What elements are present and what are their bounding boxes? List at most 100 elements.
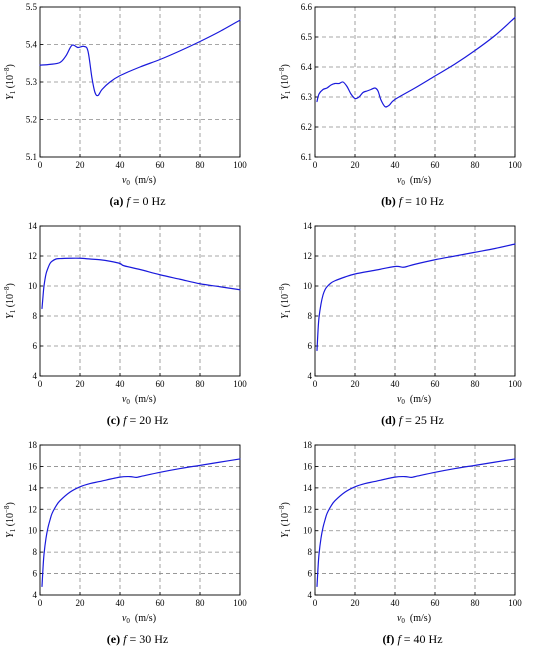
panel-b: 0 20 40 60 80 100 6.1 6.2 6.3 6.4 6.5 6.6 Y1 (10−8)…	[275, 0, 550, 219]
x-tick-label-a-2: 40	[116, 160, 126, 170]
x-tick-label-e-0: 0	[38, 598, 43, 608]
x-tick-label-f-4: 80	[471, 598, 481, 608]
x-tick-label-e-4: 80	[196, 598, 206, 608]
x-axis-label-e: v0 (m/s)	[122, 613, 156, 625]
caption-d: (d) f = 25 Hz	[381, 413, 444, 427]
chart-e: 0 20 40 60 80 100 4 6 8 10 12 14 16 18 Y1 (10−8) v0 (…	[3, 440, 247, 625]
x-tick-label-c-2: 40	[116, 379, 126, 389]
x-tick-label-a-4: 80	[196, 160, 206, 170]
y-tick-label-b-4: 6.5	[301, 32, 313, 42]
chart-c: 0 20 40 60 80 100 4 6 8 10 12 14 Y1 (10−8) v0 (m/s)	[3, 221, 247, 406]
y-tick-label-f-1: 6	[308, 569, 313, 579]
y-tick-label-d-0: 4	[308, 371, 313, 381]
y-tick-label-f-2: 8	[308, 547, 313, 557]
y-tick-label-d-4: 12	[303, 251, 312, 261]
x-tick-label-d-1: 20	[351, 379, 361, 389]
x-tick-label-f-2: 40	[391, 598, 401, 608]
panel-a: 0 20 40 60 80 100 5.1 5.2 5.3 5.4 5.5 Y1 (10−8) v0…	[0, 0, 275, 219]
x-tick-label-b-2: 40	[391, 160, 401, 170]
x-tick-label-b-5: 100	[508, 160, 522, 170]
panel-e: 0 20 40 60 80 100 4 6 8 10 12 14 16 18 Y1 (10−8) v0 (…	[0, 438, 275, 657]
y-tick-label-a-1: 5.2	[26, 115, 37, 125]
y-tick-label-c-2: 8	[33, 311, 38, 321]
x-tick-label-f-0: 0	[313, 598, 318, 608]
panel-f: 0 20 40 60 80 100 4 6 8 10 12 14 16 18 Y1 (10−8) v0 (…	[275, 438, 550, 657]
x-tick-label-c-0: 0	[38, 379, 43, 389]
y-tick-label-d-1: 6	[308, 341, 313, 351]
series-line-b-0	[316, 16, 516, 108]
y-tick-label-c-0: 4	[33, 371, 38, 381]
caption-e: (e) f = 30 Hz	[106, 632, 169, 646]
x-axis-label-b: v0 (m/s)	[397, 175, 431, 187]
y-tick-label-a-2: 5.3	[26, 77, 38, 87]
y-tick-label-e-6: 16	[28, 461, 38, 471]
y-tick-label-b-3: 6.4	[301, 62, 313, 72]
y-axis-label-f: Y1 (10−8)	[278, 502, 292, 538]
y-tick-label-f-3: 10	[303, 526, 313, 536]
y-tick-label-f-5: 14	[303, 483, 313, 493]
caption-c: (c) f = 20 Hz	[106, 413, 169, 427]
y-tick-label-e-5: 14	[28, 483, 38, 493]
plot-frame-d	[314, 225, 516, 377]
x-tick-label-d-2: 40	[391, 379, 401, 389]
y-axis-label-c: Y1 (10−8)	[3, 283, 17, 319]
y-tick-label-a-4: 5.5	[26, 2, 38, 12]
caption-a: (a) f = 0 Hz	[109, 194, 166, 208]
x-tick-label-c-3: 60	[156, 379, 166, 389]
y-tick-label-b-2: 6.3	[301, 92, 313, 102]
x-tick-label-a-0: 0	[38, 160, 43, 170]
x-tick-label-c-5: 100	[233, 379, 247, 389]
x-tick-label-a-1: 20	[76, 160, 86, 170]
series-line-a-0	[39, 19, 241, 97]
chart-a: 0 20 40 60 80 100 5.1 5.2 5.3 5.4 5.5 Y1 (10−8) v0…	[3, 2, 247, 187]
y-tick-label-c-3: 10	[28, 281, 38, 291]
y-axis-label-d: Y1 (10−8)	[278, 283, 292, 319]
y-tick-label-e-4: 12	[28, 504, 37, 514]
y-tick-label-e-2: 8	[33, 547, 38, 557]
x-tick-label-a-3: 60	[156, 160, 166, 170]
x-axis-label-f: v0 (m/s)	[397, 613, 431, 625]
x-tick-label-e-5: 100	[233, 598, 247, 608]
series-line-c-0	[41, 257, 241, 310]
y-tick-label-d-2: 8	[308, 311, 313, 321]
y-tick-label-d-5: 14	[303, 221, 313, 231]
y-tick-label-d-3: 10	[303, 281, 313, 291]
x-tick-label-c-1: 20	[76, 379, 86, 389]
chart-b: 0 20 40 60 80 100 6.1 6.2 6.3 6.4 6.5 6.6 Y1 (10−8)…	[278, 2, 522, 187]
y-tick-label-f-4: 12	[303, 504, 312, 514]
series-line-e-0	[41, 458, 241, 588]
x-axis-label-d: v0 (m/s)	[397, 394, 431, 406]
caption-b: (b) f = 10 Hz	[381, 194, 444, 208]
x-tick-label-f-5: 100	[508, 598, 522, 608]
y-tick-label-a-0: 5.1	[26, 152, 37, 162]
plot-frame-c	[39, 225, 241, 377]
x-axis-label-a: v0 (m/s)	[122, 175, 156, 187]
series-line-d-0	[316, 243, 516, 352]
y-tick-label-b-0: 6.1	[301, 152, 312, 162]
y-tick-label-b-5: 6.6	[301, 2, 313, 12]
y-tick-label-a-3: 5.4	[26, 40, 38, 50]
x-tick-label-e-2: 40	[116, 598, 126, 608]
x-tick-label-d-5: 100	[508, 379, 522, 389]
plot-frame-e	[39, 444, 241, 596]
y-tick-label-f-0: 4	[308, 590, 313, 600]
plot-frame-f	[314, 444, 516, 596]
x-tick-label-b-4: 80	[471, 160, 481, 170]
y-tick-label-e-7: 18	[28, 440, 38, 450]
chart-f: 0 20 40 60 80 100 4 6 8 10 12 14 16 18 Y1 (10−8) v0 (…	[278, 440, 522, 625]
y-tick-label-e-0: 4	[33, 590, 38, 600]
x-tick-label-e-1: 20	[76, 598, 86, 608]
panel-d: 0 20 40 60 80 100 4 6 8 10 12 14 Y1 (10−8) v0 (m/s)…	[275, 219, 550, 438]
y-tick-label-f-7: 18	[303, 440, 313, 450]
x-axis-label-c: v0 (m/s)	[122, 394, 156, 406]
y-axis-label-b: Y1 (10−8)	[278, 64, 292, 100]
y-axis-label-e: Y1 (10−8)	[3, 502, 17, 538]
x-tick-label-a-5: 100	[233, 160, 247, 170]
x-tick-label-b-3: 60	[431, 160, 441, 170]
y-tick-label-e-1: 6	[33, 569, 38, 579]
x-tick-label-f-1: 20	[351, 598, 361, 608]
panel-c: 0 20 40 60 80 100 4 6 8 10 12 14 Y1 (10−8) v0 (m/s)…	[0, 219, 275, 438]
x-tick-label-d-3: 60	[431, 379, 441, 389]
x-tick-label-b-1: 20	[351, 160, 361, 170]
